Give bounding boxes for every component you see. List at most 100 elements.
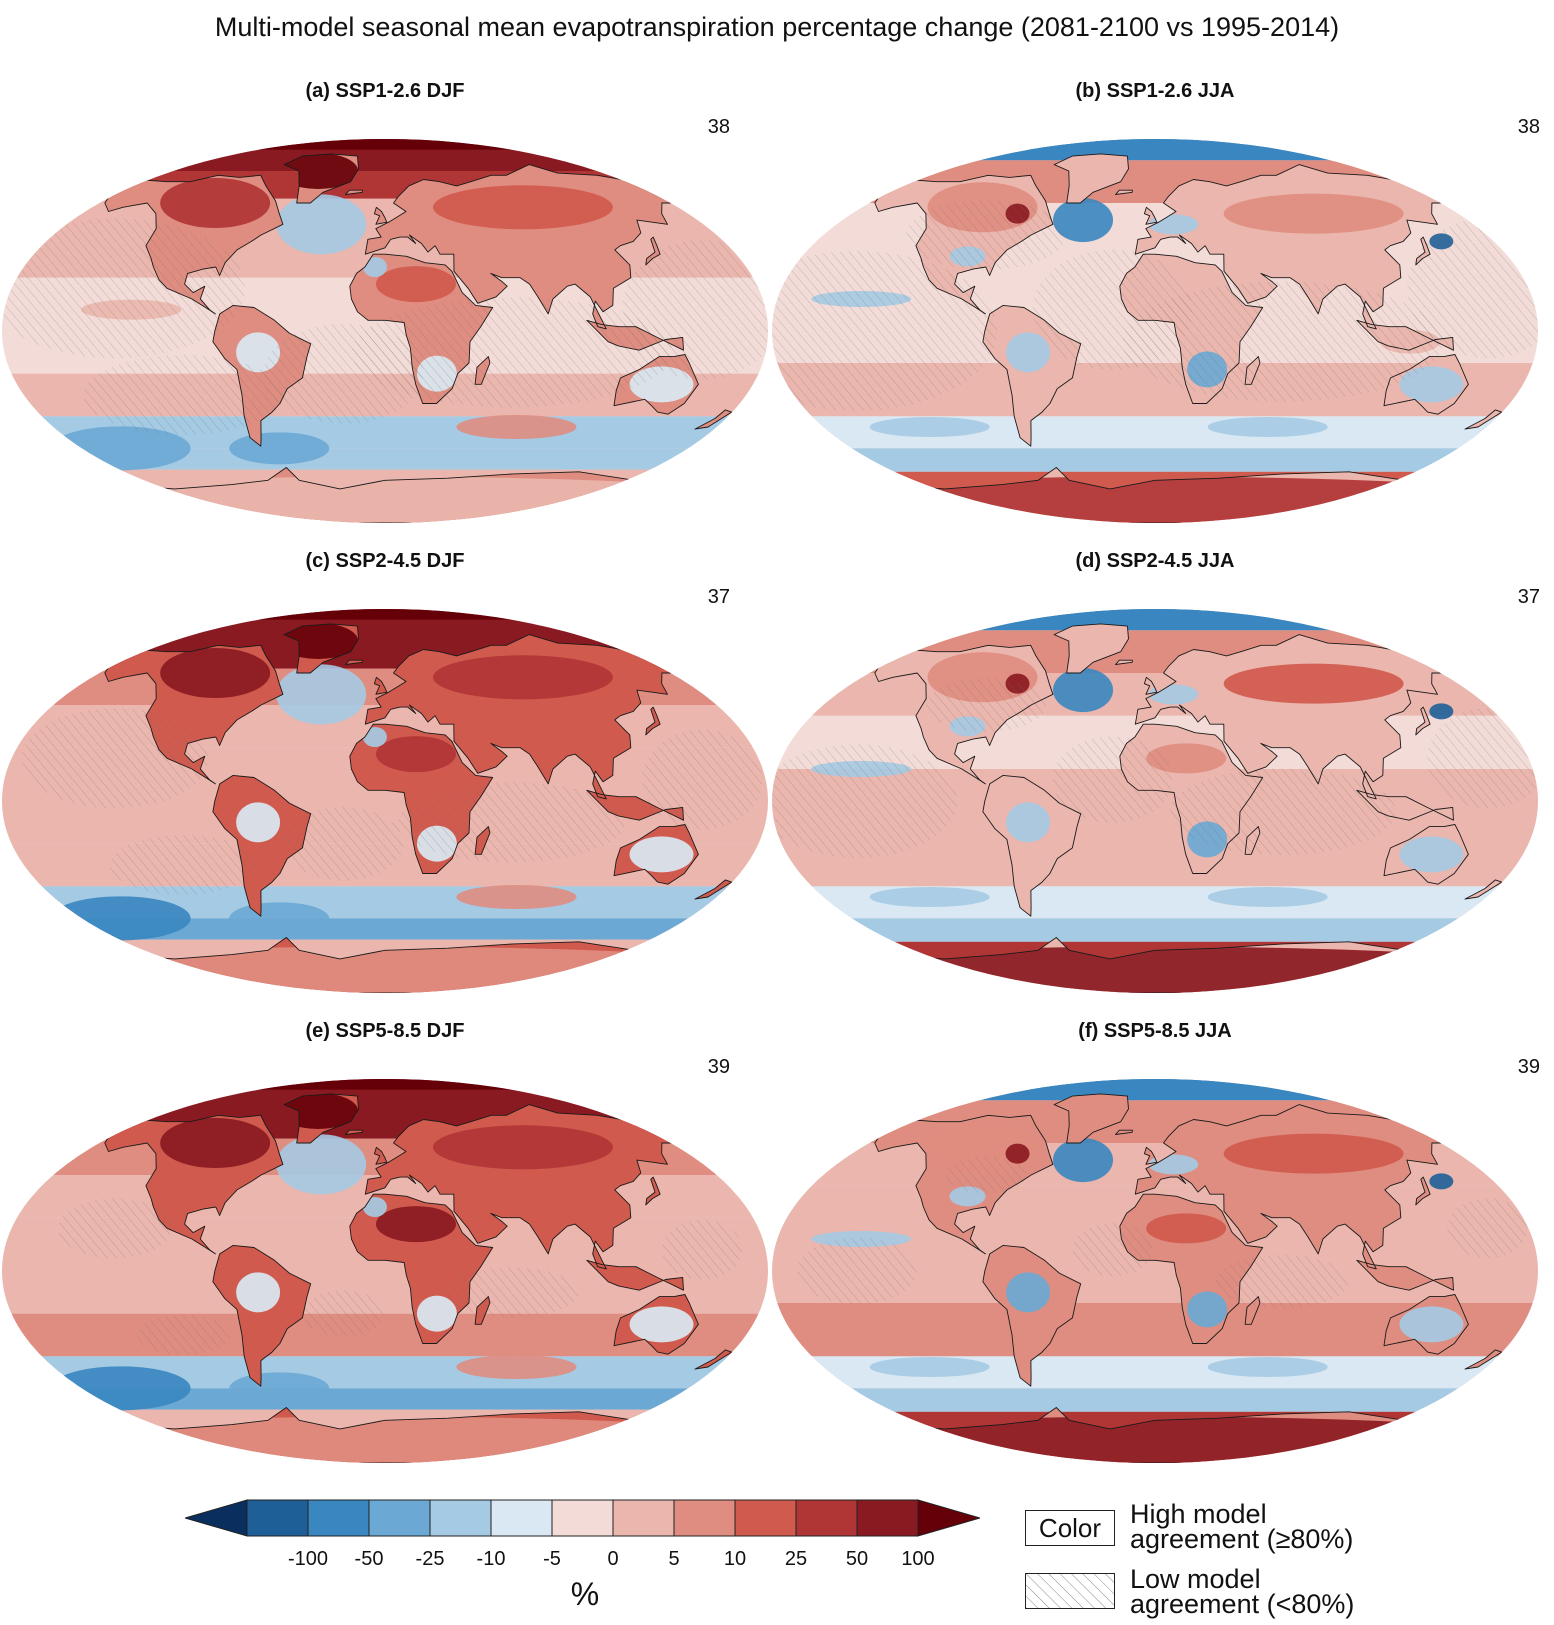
land-anomaly xyxy=(1006,332,1051,373)
land-anomaly xyxy=(236,802,281,843)
low-agreement-hatching xyxy=(21,708,763,895)
colorbar-tick-label: 25 xyxy=(784,1548,808,1570)
panel-title: (a) SSP1-2.6 DJF xyxy=(305,80,465,102)
model-count: 39 xyxy=(1517,1056,1540,1078)
map-field xyxy=(772,139,1538,523)
panel-title: (e) SSP5-8.5 DJF xyxy=(305,1020,465,1042)
colorbar-tick-label: -5 xyxy=(543,1548,561,1570)
land-anomaly xyxy=(1006,1272,1051,1313)
land-anomaly xyxy=(1223,1133,1404,1174)
ocean-anomaly xyxy=(1053,198,1114,243)
ocean-anomaly xyxy=(50,896,191,941)
low-agreement-hatching xyxy=(797,1156,1528,1309)
ocean-anomaly xyxy=(276,664,367,725)
land-anomaly xyxy=(104,946,732,993)
model-count: 37 xyxy=(1517,586,1540,608)
ocean-anomaly xyxy=(869,1357,990,1377)
colorbar-segment xyxy=(734,1499,797,1537)
colorbar-max-arrow xyxy=(917,1499,980,1537)
high-agreement-label: High model agreement (≥80%) xyxy=(1130,1501,1353,1553)
land-anomaly xyxy=(160,648,271,698)
colorbar-segment xyxy=(490,1499,553,1537)
ocean-anomaly xyxy=(1429,703,1454,720)
land-anomaly xyxy=(874,1416,1502,1463)
model-count: 38 xyxy=(707,116,730,138)
ocean-anomaly xyxy=(585,427,696,448)
lat-band xyxy=(772,1388,1538,1412)
model-count: 38 xyxy=(1517,116,1540,138)
panel-d: (d) SSP2-4.5 JJA 37 xyxy=(770,550,1540,1015)
map-field xyxy=(772,1079,1538,1463)
ocean-anomaly xyxy=(229,1372,330,1405)
lat-band xyxy=(772,918,1538,942)
land-anomaly xyxy=(1399,1306,1464,1343)
lat-band xyxy=(2,918,768,940)
high-agreement-swatch: Color xyxy=(1025,1510,1115,1546)
ocean-anomaly xyxy=(276,194,367,255)
low-agreement-hatching xyxy=(58,1198,743,1355)
land-anomaly xyxy=(104,476,732,523)
land-anomaly xyxy=(160,1118,271,1168)
low-agreement-swatch xyxy=(1025,1573,1115,1609)
land-anomaly xyxy=(1005,1143,1030,1164)
colorbar xyxy=(185,1499,980,1537)
ocean-anomaly xyxy=(1207,417,1328,437)
world-map xyxy=(2,1079,768,1463)
colorbar-tick-label: -10 xyxy=(476,1548,506,1570)
colorbar-tick-label: 100 xyxy=(901,1548,935,1570)
color-box-label: Color xyxy=(1038,1512,1102,1543)
panel-title: (f) SSP5-8.5 JJA xyxy=(1078,1020,1232,1042)
ocean-anomaly xyxy=(1207,887,1328,907)
panel-c: (c) SSP2-4.5 DJF 37 xyxy=(0,550,770,1015)
panel-e: (e) SSP5-8.5 DJF 39 xyxy=(0,1020,770,1485)
land-anomaly xyxy=(362,257,387,277)
colorbar-segment xyxy=(551,1499,614,1537)
coastlines xyxy=(104,1093,733,1463)
low-agreement-label: Low model agreement (<80%) xyxy=(1130,1566,1354,1618)
ocean-anomaly xyxy=(1053,1138,1114,1183)
land-anomaly xyxy=(1223,663,1404,704)
lat-band xyxy=(772,448,1538,472)
land-anomaly xyxy=(432,655,613,700)
map-field xyxy=(772,609,1538,993)
colorbar-segment xyxy=(246,1499,309,1537)
land-anomaly xyxy=(1223,193,1404,234)
ocean-anomaly xyxy=(276,1134,367,1195)
ocean-anomaly xyxy=(50,1366,191,1411)
land-anomaly xyxy=(104,1416,732,1463)
ocean-anomaly xyxy=(869,417,990,437)
land-anomaly xyxy=(375,736,456,773)
colorbar-tick-label: 5 xyxy=(668,1548,680,1570)
map-field xyxy=(2,139,768,523)
world-map xyxy=(2,139,768,523)
land-anomaly xyxy=(416,1295,457,1332)
land-anomaly xyxy=(375,266,456,303)
ocean-anomaly xyxy=(229,432,330,465)
panel-title: (c) SSP2-4.5 DJF xyxy=(305,550,465,572)
model-count: 37 xyxy=(707,586,730,608)
land-anomaly xyxy=(1006,802,1051,843)
panel-b: (b) SSP1-2.6 JJA 38 xyxy=(770,80,1540,545)
colorbar-unit: % xyxy=(570,1576,600,1612)
lat-band xyxy=(2,1111,768,1139)
land-anomaly xyxy=(432,185,613,230)
ocean-anomaly xyxy=(1053,668,1114,713)
land-anomaly xyxy=(629,1306,694,1343)
ocean-anomaly xyxy=(229,902,330,935)
land-anomaly xyxy=(1146,1213,1227,1244)
land-anomaly xyxy=(432,1125,613,1170)
land-anomaly xyxy=(874,476,1502,523)
colorbar-segment xyxy=(673,1499,736,1537)
world-map xyxy=(772,139,1538,523)
land-anomaly xyxy=(236,1272,281,1313)
panel-a: (a) SSP1-2.6 DJF 38 xyxy=(0,80,770,545)
lat-band xyxy=(2,171,768,199)
colorbar-tick-label: -100 xyxy=(287,1548,329,1570)
world-map xyxy=(772,1079,1538,1463)
world-map xyxy=(772,609,1538,993)
map-field xyxy=(2,1079,768,1463)
ocean-anomaly xyxy=(585,1367,696,1388)
model-count: 39 xyxy=(707,1056,730,1078)
colorbar-tick-label: 10 xyxy=(723,1548,747,1570)
ocean-anomaly xyxy=(1207,1357,1328,1377)
